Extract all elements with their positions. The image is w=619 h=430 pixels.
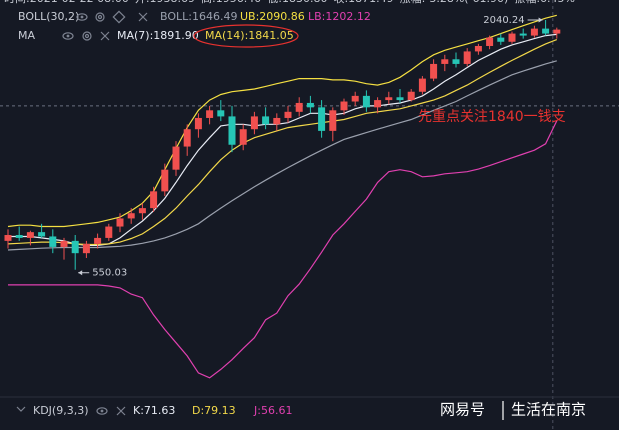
candle-body (329, 110, 337, 131)
indicator-line (7, 60, 557, 251)
candle-body (508, 33, 516, 42)
candle-body (385, 97, 393, 101)
indicator-line (7, 14, 557, 228)
candle-body (138, 208, 146, 214)
candle-body (105, 226, 113, 238)
candle-body (150, 191, 158, 209)
candle-body (49, 236, 57, 247)
candle-body (463, 51, 471, 64)
candle-body (295, 102, 303, 112)
candle-body (262, 116, 270, 125)
candle-body (542, 28, 550, 34)
candle-body (351, 95, 359, 102)
indicator-item: J:56.61 (253, 404, 292, 417)
candle-body (553, 29, 561, 34)
indicator-item: D:79.13 (192, 404, 236, 417)
watermark: 网易号 生活在南京 (440, 401, 586, 420)
candle-body (273, 117, 281, 125)
legend-title: MA (18, 29, 35, 42)
header: 时间:2021-02-22 08:00 开:1938.69 高:1956.40 低:1… (4, 0, 575, 5)
legend-item: BOLL:1646.49 (160, 10, 237, 23)
watermark-brand: 网易号 (440, 401, 485, 419)
candle-body (452, 59, 460, 64)
annotation: 先重点关注1840一钱支 (418, 109, 566, 125)
candle-body (172, 146, 180, 170)
candle-body (206, 110, 214, 118)
indicator-line (8, 120, 558, 379)
candle-body (239, 129, 247, 145)
indicator-line (7, 39, 558, 246)
candle-body (71, 240, 79, 254)
header-field: 开:1938.69 (135, 0, 195, 5)
watermark-author: 生活在南京 (511, 401, 586, 419)
highlight-ellipse (193, 24, 299, 48)
low-label: 550.03 (92, 268, 127, 279)
candle-body (194, 117, 202, 130)
header-field: 时间:2021-02-22 08:00 (4, 0, 129, 5)
candle-body (441, 59, 449, 64)
candle-body (82, 243, 90, 254)
candle-body (228, 116, 236, 145)
candle-body (60, 240, 68, 247)
low-arrowhead (78, 270, 83, 276)
candle-body (4, 235, 12, 241)
collapse-icon[interactable] (16, 406, 26, 412)
indicator-item: K:71.63 (133, 404, 175, 417)
candle-body (318, 107, 326, 131)
header-field: 高:1956.40 (201, 0, 261, 5)
header-field: 涨幅:-3.28%(-61.90) (400, 0, 509, 5)
legend-item: UB:2090.86 (240, 10, 305, 23)
candle-body (396, 97, 404, 101)
candle-body (486, 37, 494, 46)
candle-body (497, 37, 505, 42)
candle-body (183, 129, 191, 147)
candle-body (407, 91, 415, 101)
candle-body (306, 102, 314, 108)
legend-item: LB:1202.12 (308, 10, 371, 23)
legend-icons[interactable] (96, 406, 126, 416)
candle-body (340, 101, 348, 111)
legend-title: BOLL(30,2) (18, 10, 79, 23)
candle-body (474, 45, 482, 52)
candle-body (418, 78, 426, 92)
legend-item: MA(7):1891.90 (117, 29, 199, 42)
candle-body (127, 213, 135, 219)
indicator-title: KDJ(9,3,3) (33, 404, 89, 417)
header-field: 低:1830.80 (267, 0, 327, 5)
candle-body (38, 232, 46, 237)
legend-icons[interactable] (62, 31, 110, 41)
candle-body (161, 169, 169, 192)
candle-body (530, 28, 538, 36)
candle-body (430, 63, 438, 79)
indicator-line (8, 33, 557, 246)
candle-body (26, 232, 34, 238)
candle-body (374, 100, 382, 108)
high-label: 2040.24 (483, 15, 524, 26)
candle-body (116, 218, 124, 227)
legend-icons[interactable] (76, 10, 148, 24)
header-field: 收:1871.49 (333, 0, 393, 5)
candle-body (284, 111, 292, 118)
candle-body (250, 116, 258, 130)
candle-body (362, 95, 370, 108)
header-field: 振幅:6.45% (514, 0, 575, 5)
legend-item: MA(14):1841.05 (205, 29, 294, 42)
candle-body (519, 33, 527, 36)
high-arrowhead (538, 17, 543, 23)
candle-body (15, 235, 23, 238)
candle-body (217, 110, 225, 117)
candle-body (94, 237, 102, 244)
